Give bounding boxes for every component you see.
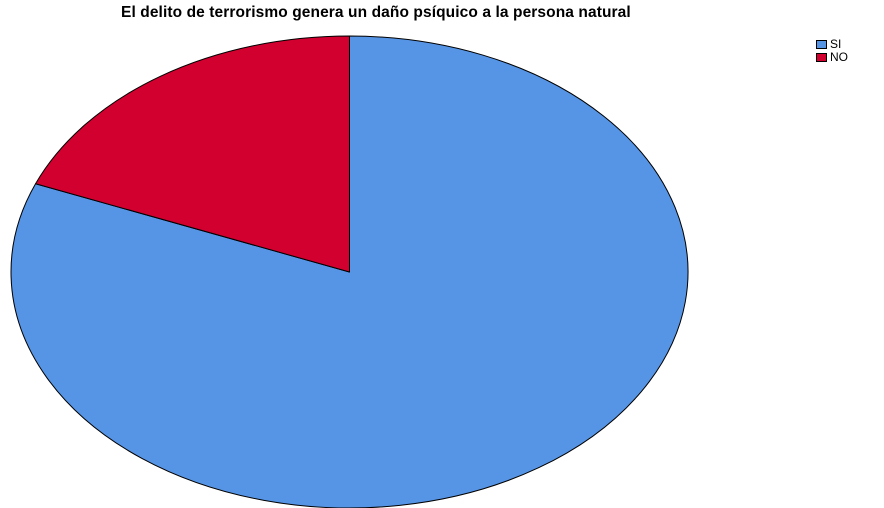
legend-item-si: SI [816,38,848,51]
chart-legend: SI NO [816,38,848,64]
legend-swatch-no [816,53,827,62]
legend-item-no: NO [816,51,848,64]
chart-title: El delito de terrorismo genera un daño p… [121,4,631,21]
legend-label-no: NO [830,50,848,64]
pie-slice-no [35,35,350,273]
legend-swatch-si [816,40,827,49]
pie-slices [10,35,689,508]
legend-label-si: SI [830,37,842,51]
